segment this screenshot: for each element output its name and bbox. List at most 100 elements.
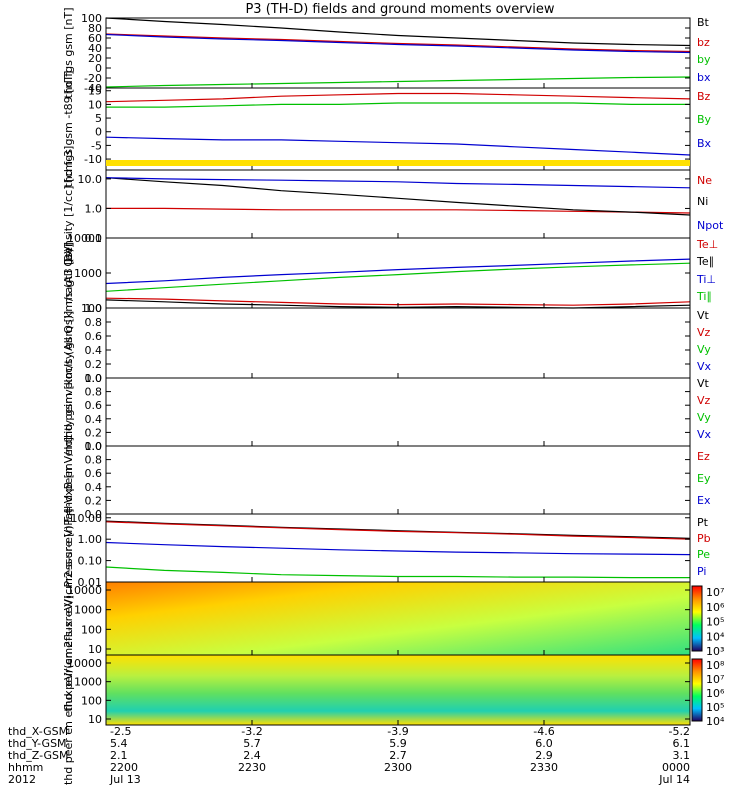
colorbar-tick-label: 10⁴: [706, 715, 725, 728]
ephemeris-cell: 2200: [110, 761, 138, 774]
y-tick-label: 10: [88, 643, 102, 656]
colorbar: [691, 658, 703, 722]
series-line-Pb: [105, 521, 691, 540]
legend-label: Vt: [697, 309, 710, 322]
legend-label: Ex: [697, 494, 711, 507]
colorbar-tick-label: 10⁷: [706, 673, 724, 686]
ephemeris-cell: 2230: [238, 761, 266, 774]
legend-label: Ez: [697, 450, 710, 463]
colorbar-tick-label: 10⁵: [706, 701, 724, 714]
y-tick-label: 100: [81, 623, 102, 636]
legend-label: Vy: [697, 411, 711, 424]
y-tick-label: 10: [88, 98, 102, 111]
legend-label: Vt: [697, 377, 710, 390]
ephemeris-cell: -5.2: [669, 725, 690, 738]
y-axis-label: Pressure [nPa]: [62, 509, 75, 588]
ephemeris-cell: -3.9: [387, 725, 408, 738]
series-line-By: [106, 102, 690, 108]
ephemeris-cell: -4.6: [533, 725, 554, 738]
y-tick-label: 0.4: [85, 481, 103, 494]
y-tick-label: 0.0: [85, 508, 103, 521]
y-tick-label: 0.6: [85, 399, 103, 412]
spectrogram-image: [106, 655, 690, 725]
ephemeris-table: thd_X-GSMthd_Y-GSMthd_Z-GSMhhmm2012-2.55…: [8, 725, 690, 786]
ephemeris-row-label: thd_Y-GSM: [8, 737, 67, 750]
y-tick-label: 1000: [74, 604, 102, 617]
series-line-Pt: [105, 520, 691, 539]
ephemeris-row-label: thd_X-GSM: [8, 725, 68, 738]
y-tick-label: 0.4: [85, 413, 103, 426]
series-line-Ni: [105, 177, 691, 216]
series-line-Npot: [105, 177, 691, 189]
y-tick-label: 0.8: [85, 454, 103, 467]
series-line-by: [105, 76, 691, 88]
y-axis-label: thd fgs gsm -t89 [nT]: [62, 71, 75, 188]
panel-frame: [105, 169, 691, 239]
ephemeris-cell: 2300: [384, 761, 412, 774]
legend-label: Pt: [697, 516, 709, 529]
panel-frame: [105, 307, 691, 379]
ephemeris-cell: 3.1: [673, 749, 691, 762]
legend-label: bz: [697, 36, 710, 49]
data-quality-bar: [106, 160, 690, 166]
y-axis-label: thd peir en eflux eV/(cm2-s-sr-eV): [62, 525, 75, 711]
ephemeris-cell: 6.1: [673, 737, 691, 750]
legend-label: Bz: [697, 90, 711, 103]
y-tick-label: 10.00: [71, 512, 103, 525]
legend-label: Vz: [697, 326, 711, 339]
legend-label: Ey: [697, 472, 711, 485]
y-tick-label: 10: [88, 713, 102, 726]
ephemeris-cell: 0000: [662, 761, 690, 774]
ephemeris-cell: Jul 13: [109, 773, 141, 786]
y-tick-label: 0.2: [85, 494, 103, 507]
colorbar-tick-label: 10⁶: [706, 601, 725, 614]
y-tick-label: 100: [81, 694, 102, 707]
y-tick-label: 1.0: [85, 302, 103, 315]
ephemeris-cell: 2.9: [535, 749, 553, 762]
y-tick-label: 0.6: [85, 330, 103, 343]
series-line-Bt: [105, 17, 691, 47]
y-tick-label: -20: [84, 72, 102, 85]
legend-label: Pb: [697, 532, 711, 545]
panel-frame: [105, 237, 691, 309]
y-tick-label: -40: [84, 82, 102, 95]
y-tick-label: -5: [91, 139, 102, 152]
y-tick-label: 20: [88, 52, 102, 65]
y-tick-label: 1000: [74, 267, 102, 280]
legend-label: By: [697, 113, 712, 126]
ephemeris-cell: -3.2: [241, 725, 262, 738]
colorbar-tick-label: 10⁷: [706, 586, 724, 599]
legend-label: Pi: [697, 565, 706, 578]
series-line-Pe: [105, 566, 690, 579]
ephemeris-row-label: hhmm: [8, 761, 43, 774]
panel-density: Ne Ni Npot 10.0 1.0 0.1 Density [1/cc] [cm-3]: [62, 146, 724, 263]
y-tick-label: 0.1: [85, 232, 103, 245]
y-tick-label: 40: [88, 42, 102, 55]
legend-label: Bx: [697, 137, 712, 150]
y-tick-label: 0: [95, 126, 102, 139]
ephemeris-row-label: thd_Z-GSM: [8, 749, 68, 762]
y-tick-label: 0.8: [85, 316, 103, 329]
y-axis-label: thd fgs gsm [nT]: [62, 7, 75, 98]
ephemeris-cell: 5.4: [110, 737, 128, 750]
y-tick-label: 0.4: [85, 344, 103, 357]
legend-label: by: [697, 53, 711, 66]
ephemeris-row-label: 2012: [8, 773, 36, 786]
panel-frame: [105, 377, 691, 447]
ephemeris-cell: 5.9: [389, 737, 407, 750]
colorbar-tick-label: 10⁵: [706, 616, 724, 629]
legend-label: Vx: [697, 428, 712, 441]
ephemeris-cell: Jul 14: [658, 773, 690, 786]
y-tick-label: 0.0: [85, 440, 103, 453]
y-tick-label: 1000: [74, 676, 102, 689]
chart-title: P3 (TH-D) fields and ground moments over…: [245, 2, 554, 17]
y-tick-label: 0.10: [78, 555, 103, 568]
y-tick-label: 0.0: [85, 372, 103, 385]
spectrogram-image: [106, 582, 690, 655]
colorbar-tick-label: 10⁴: [706, 630, 725, 643]
